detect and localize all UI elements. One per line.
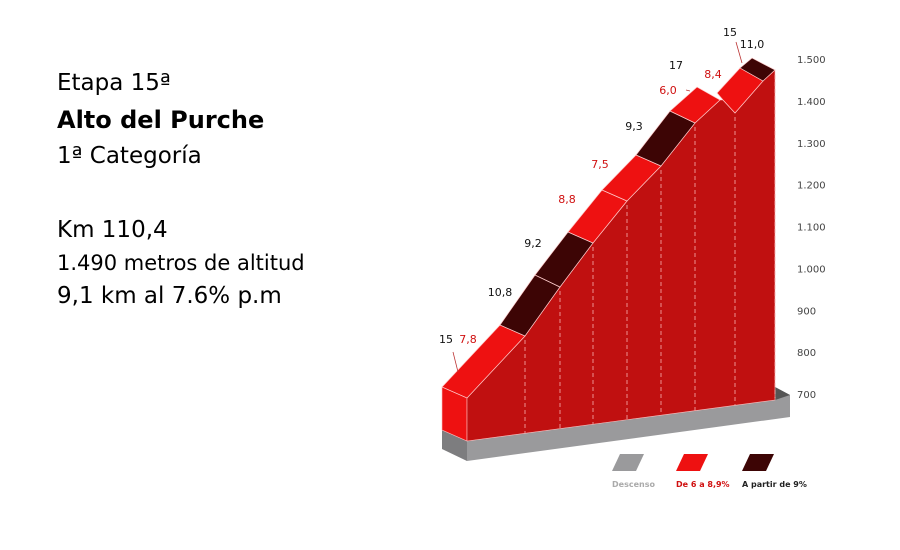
legend-label: Descenso [612, 480, 655, 489]
legend-swatch-descent [612, 454, 644, 471]
legend-swatch-medium [676, 454, 708, 471]
leader-line [735, 41, 743, 64]
leader-line [452, 351, 459, 373]
gradient-label: 8,4 [704, 68, 722, 81]
profile-front-face [466, 69, 776, 442]
gradient-segment-7 [669, 86, 721, 124]
gradient-label: 6,0 [659, 84, 677, 97]
y-tick-label: 1.500 [797, 55, 826, 66]
legend-label: De 6 a 8,9% [676, 480, 730, 489]
y-tick-label: 700 [797, 390, 816, 401]
gradient-label: 7,5 [591, 158, 609, 171]
legend-swatch-hard [742, 454, 774, 471]
gradient-segment-8 [716, 67, 764, 114]
gradient-label: 10,8 [488, 286, 513, 299]
climb-summary: 9,1 km al 7.6% p.m [57, 283, 282, 309]
max-gradient-label: 15 [439, 333, 453, 346]
y-tick-label: 1.200 [797, 181, 826, 192]
gradient-label: 8,8 [558, 193, 576, 206]
climb-category: 1ª Categoría [57, 143, 202, 169]
climb-name: Alto del Purche [57, 106, 265, 134]
y-tick-label: 900 [797, 306, 816, 317]
legend-label: A partir de 9% [742, 480, 807, 489]
stage-label: Etapa 15ª [57, 70, 171, 96]
y-tick-label: 1.300 [797, 139, 826, 150]
km-location: Km 110,4 [57, 217, 168, 243]
y-tick-label: 1.100 [797, 223, 826, 234]
base-top [775, 387, 790, 400]
gradient-label: 11,0 [740, 38, 765, 51]
gradient-label: 7,8 [459, 333, 477, 346]
y-tick-label: 1.400 [797, 97, 826, 108]
gradient-segment-9 [739, 57, 776, 82]
base-side [442, 430, 467, 461]
gradient-label: 9,2 [524, 237, 542, 250]
max-gradient-label: 15 [723, 26, 737, 39]
base-front [467, 387, 790, 461]
y-tick-label: 800 [797, 348, 816, 359]
y-tick-label: 1.000 [797, 264, 826, 275]
gradient-label: 9,3 [625, 120, 643, 133]
max-gradient-label: 17 [669, 59, 683, 72]
leader-line [685, 89, 691, 92]
summit-altitude: 1.490 metros de altitud [57, 251, 305, 275]
